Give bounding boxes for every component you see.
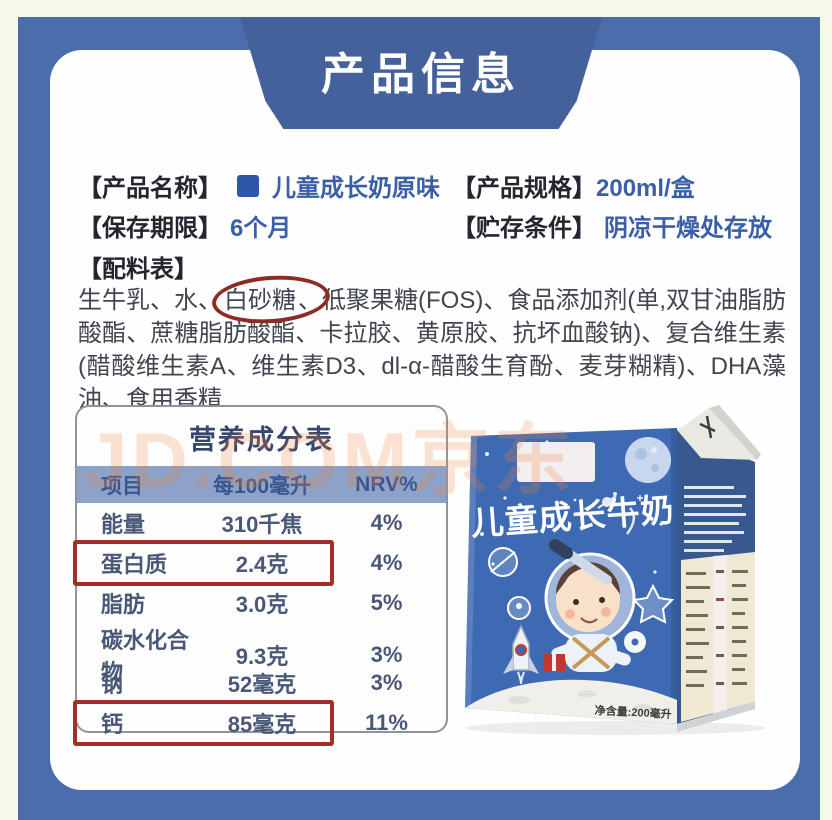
ingredients-label: 【配料表】 [78, 256, 198, 283]
side-panel-nutrition-label [681, 552, 755, 722]
badge-icons [488, 547, 675, 653]
storage-value: 阴凉干燥处存放 [604, 215, 772, 242]
row-amount: 3.0克 [235, 592, 289, 617]
product-spec-value: 200ml/盒 [596, 175, 695, 202]
storage-row: 【贮存条件】 阴凉干燥处存放 [452, 208, 772, 243]
row-item: 蛋白质 [101, 552, 168, 577]
comet-icon [625, 507, 636, 535]
rocket-icon [503, 624, 539, 685]
moon-surface [465, 679, 677, 724]
column-header-per100ml: 每100毫升 [212, 474, 312, 498]
table-row-highlighted: 钙 85毫克 11% [73, 700, 446, 746]
table-row: 钠 52毫克 3% [77, 663, 446, 703]
row-amount: 2.4克 [235, 552, 289, 577]
astronaut-kid-illustration [544, 539, 636, 672]
row-nrv: 11% [365, 710, 408, 735]
table-row: 碳水化合物 9.3克 3% [77, 623, 446, 685]
nutrition-table: 营养成分表 项目 每100毫升 NRV% 能量 310千焦 4% 蛋白质 2.4… [73, 405, 448, 746]
row-amount: 310千焦 [221, 512, 303, 537]
red-box-icon [543, 654, 565, 671]
row-item: 钠 [101, 672, 124, 697]
milk-carton-illustration: 儿童成长牛奶 [465, 405, 765, 735]
planet-icon [625, 437, 671, 483]
product-name-value: 儿童成长奶原味 [272, 175, 440, 202]
row-nrv: 3% [370, 642, 403, 667]
side-panel-text-lines [684, 486, 746, 552]
nutrition-table-header: 项目 每100毫升 NRV% [77, 466, 446, 503]
column-header-item: 项目 [101, 474, 143, 498]
ingredients-paragraph: 生牛乳、水、白砂糖、低聚果糖(FOS)、食品添加剂(单,双甘油脂肪酸酯、蔗糖脂肪… [78, 284, 786, 416]
product-card: 【产品名称】 儿童成长奶原味 【产品规格】 200ml/盒 【保存期限】 6个月… [50, 50, 800, 790]
circled-ingredient: 白砂糖 [222, 284, 298, 317]
row-item: 钙 [101, 712, 124, 737]
ingredients-header-row: 【配料表】 [78, 249, 198, 284]
shelf-life-label: 【保存期限】 [78, 215, 222, 242]
table-row-highlighted: 蛋白质 2.4克 4% [73, 540, 446, 586]
row-nrv: 4% [370, 510, 403, 535]
page-title: 产品信息 [321, 50, 521, 99]
storage-label: 【贮存条件】 [452, 215, 596, 242]
row-amount: 9.3克 [235, 644, 289, 669]
brand-logo-square [237, 174, 259, 197]
satellite-icon [597, 495, 617, 509]
product-spec-row: 【产品规格】 200ml/盒 [452, 168, 695, 203]
row-nrv: 4% [370, 550, 403, 575]
row-nrv: 5% [370, 590, 403, 615]
table-row: 能量 310千焦 4% [77, 503, 446, 543]
product-spec-label: 【产品规格】 [452, 175, 596, 202]
product-name-row: 【产品名称】 儿童成长奶原味 [78, 168, 440, 203]
row-item: 脂肪 [101, 592, 146, 617]
title-banner: 产品信息 [240, 17, 602, 129]
product-name-label: 【产品名称】 [78, 175, 222, 202]
row-nrv: 3% [370, 670, 403, 695]
row-item: 碳水化合物 [101, 628, 190, 685]
product-carton-image: 儿童成长牛奶 [455, 402, 795, 736]
table-row: 脂肪 3.0克 5% [77, 583, 446, 623]
net-content-label: 净含量:200毫升 [594, 703, 672, 721]
row-amount: 52毫克 [227, 672, 297, 697]
nutrition-table-title: 营养成分表 [189, 425, 334, 455]
row-amount: 85毫克 [227, 712, 297, 737]
shelf-life-value: 6个月 [230, 215, 292, 242]
star-badge-icon [631, 583, 675, 624]
column-header-nrv: NRV% [355, 472, 418, 496]
shelf-life-row: 【保存期限】 6个月 [78, 208, 291, 243]
ingredients-text-before: 生牛乳、水、 [78, 287, 223, 314]
carton-spout-panel [517, 442, 595, 482]
carton-seal-mark [699, 415, 716, 439]
row-item: 能量 [101, 512, 146, 537]
